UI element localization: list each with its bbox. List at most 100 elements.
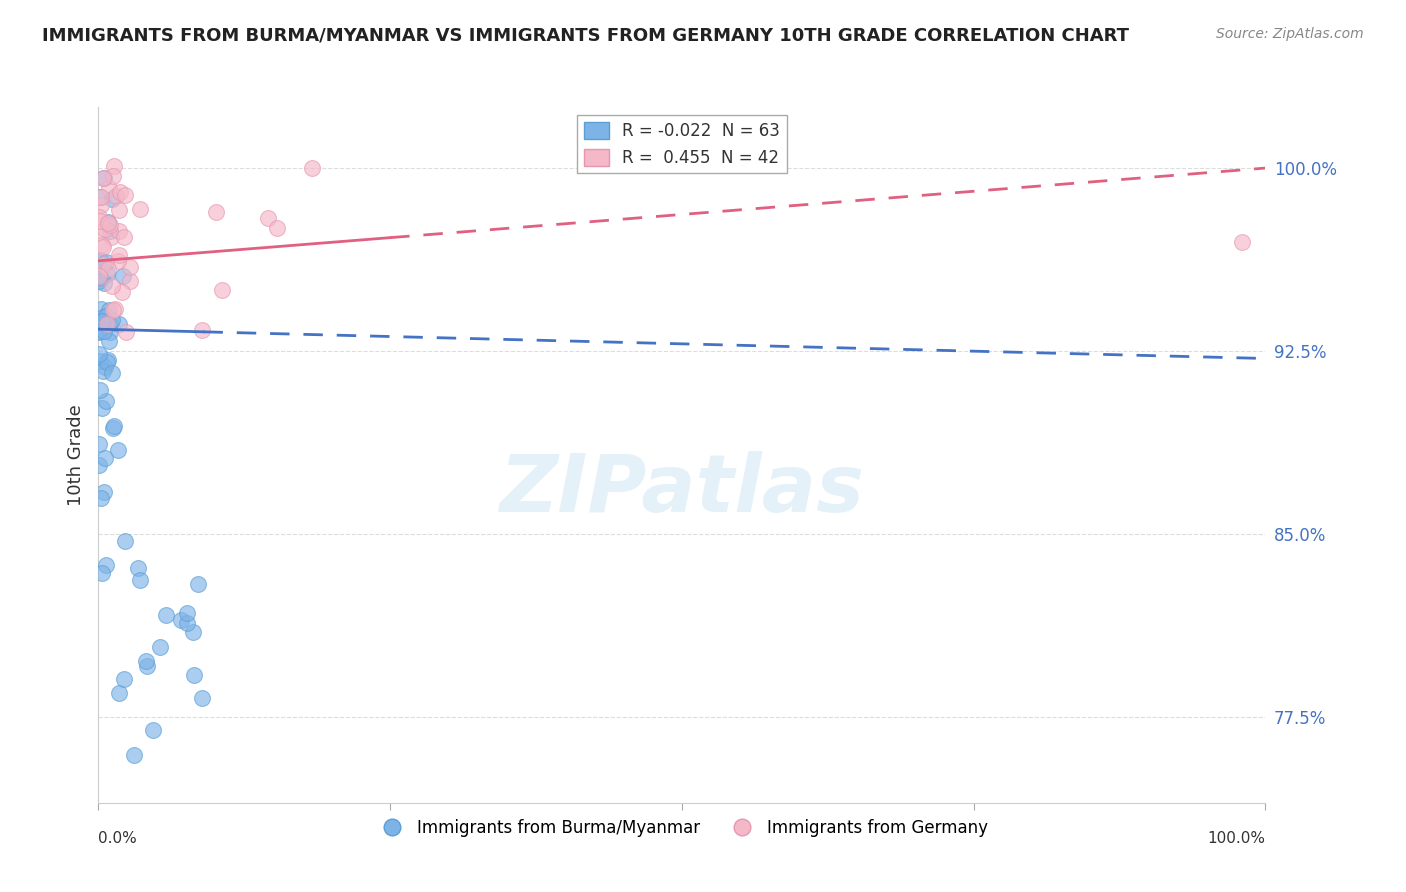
Point bbox=[105, 189, 128, 203]
Point bbox=[205, 204, 228, 219]
Point bbox=[142, 723, 165, 738]
Point bbox=[103, 303, 125, 318]
Point bbox=[91, 401, 114, 415]
Point bbox=[89, 274, 111, 288]
Point bbox=[94, 222, 117, 236]
Point bbox=[108, 223, 131, 237]
Point bbox=[89, 383, 111, 397]
Point bbox=[101, 192, 124, 206]
Point bbox=[211, 283, 233, 297]
Point bbox=[93, 324, 115, 338]
Point bbox=[108, 318, 131, 332]
Point bbox=[104, 302, 127, 317]
Point bbox=[301, 161, 323, 175]
Point bbox=[96, 317, 118, 331]
Point bbox=[122, 747, 145, 762]
Point bbox=[87, 325, 110, 339]
Point bbox=[1230, 235, 1253, 250]
Text: IMMIGRANTS FROM BURMA/MYANMAR VS IMMIGRANTS FROM GERMANY 10TH GRADE CORRELATION : IMMIGRANTS FROM BURMA/MYANMAR VS IMMIGRA… bbox=[42, 27, 1129, 45]
Point bbox=[108, 203, 131, 218]
Point bbox=[96, 255, 118, 269]
Point bbox=[183, 668, 205, 682]
Point bbox=[91, 171, 114, 186]
Point bbox=[103, 418, 125, 433]
Point bbox=[101, 278, 124, 293]
Point bbox=[93, 276, 115, 290]
Point bbox=[112, 672, 135, 686]
Point bbox=[97, 262, 120, 277]
Point bbox=[97, 334, 120, 348]
Point bbox=[87, 324, 110, 338]
Point bbox=[89, 458, 111, 472]
Point bbox=[89, 436, 111, 450]
Point bbox=[118, 260, 141, 274]
Point bbox=[98, 219, 121, 233]
Point bbox=[100, 224, 122, 238]
Point bbox=[176, 615, 198, 630]
Point bbox=[97, 180, 120, 194]
Point bbox=[114, 533, 136, 548]
Point bbox=[149, 640, 172, 654]
Point bbox=[91, 364, 114, 378]
Point bbox=[101, 169, 124, 183]
Point bbox=[89, 353, 111, 368]
Point bbox=[90, 314, 112, 328]
Point bbox=[129, 573, 152, 587]
Point bbox=[91, 240, 114, 254]
Point bbox=[89, 190, 111, 204]
Text: 100.0%: 100.0% bbox=[1208, 830, 1265, 846]
Point bbox=[91, 238, 114, 252]
Point bbox=[169, 613, 191, 627]
Point bbox=[101, 313, 124, 327]
Point bbox=[101, 366, 124, 380]
Point bbox=[112, 230, 135, 244]
Point bbox=[98, 318, 121, 332]
Point bbox=[108, 686, 131, 700]
Point bbox=[94, 360, 117, 375]
Point bbox=[97, 303, 120, 318]
Point bbox=[89, 213, 111, 227]
Point bbox=[94, 451, 117, 466]
Point bbox=[103, 159, 125, 173]
Point bbox=[190, 323, 212, 337]
Point bbox=[94, 394, 117, 409]
Point bbox=[97, 215, 120, 229]
Point bbox=[107, 254, 129, 268]
Point bbox=[97, 216, 120, 230]
Point bbox=[90, 197, 112, 211]
Text: Source: ZipAtlas.com: Source: ZipAtlas.com bbox=[1216, 27, 1364, 41]
Point bbox=[111, 285, 134, 299]
Point bbox=[89, 268, 111, 283]
Point bbox=[96, 355, 118, 369]
Point bbox=[135, 659, 157, 673]
Point bbox=[91, 310, 114, 324]
Point bbox=[120, 274, 142, 288]
Point bbox=[181, 624, 204, 639]
Point bbox=[90, 491, 112, 505]
Text: ZIPatlas: ZIPatlas bbox=[499, 450, 865, 529]
Point bbox=[96, 558, 118, 572]
Point bbox=[90, 301, 112, 316]
Point bbox=[91, 257, 114, 271]
Point bbox=[127, 560, 149, 574]
Point bbox=[266, 220, 288, 235]
Point bbox=[93, 170, 115, 185]
Point bbox=[97, 353, 120, 368]
Point bbox=[101, 421, 124, 435]
Point bbox=[191, 691, 214, 706]
Point bbox=[114, 325, 136, 339]
Y-axis label: 10th Grade: 10th Grade bbox=[66, 404, 84, 506]
Point bbox=[107, 443, 129, 458]
Point bbox=[256, 211, 278, 226]
Point bbox=[96, 267, 118, 281]
Point bbox=[87, 211, 110, 225]
Point bbox=[155, 607, 177, 622]
Point bbox=[176, 606, 198, 620]
Point bbox=[90, 189, 112, 203]
Point bbox=[129, 202, 152, 217]
Point bbox=[89, 253, 111, 268]
Legend: Immigrants from Burma/Myanmar, Immigrants from Germany: Immigrants from Burma/Myanmar, Immigrant… bbox=[368, 812, 995, 843]
Point bbox=[108, 185, 131, 199]
Point bbox=[89, 271, 111, 285]
Point bbox=[114, 188, 136, 202]
